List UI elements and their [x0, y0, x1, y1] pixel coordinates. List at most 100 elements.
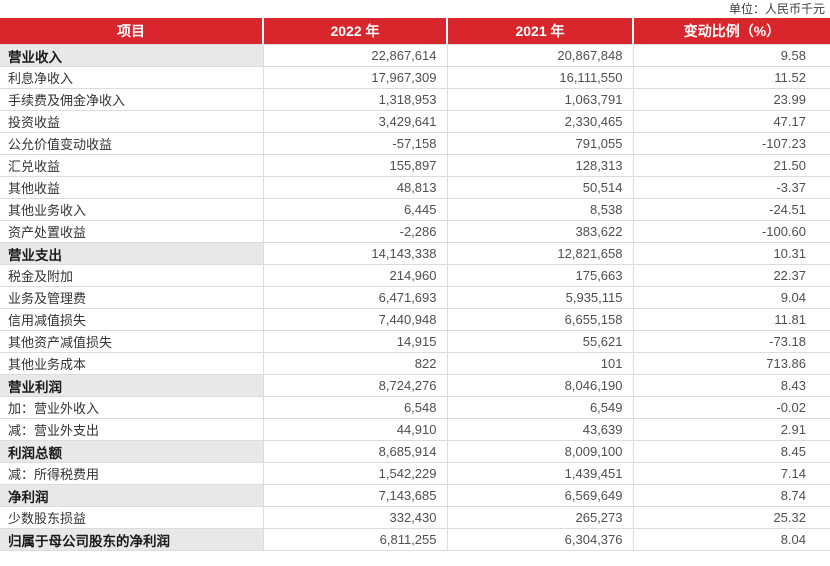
table-row: 业务及管理费 6,471,693 5,935,115 9.04: [0, 286, 830, 309]
value-2021-cell: 5,935,115: [446, 286, 633, 309]
item-cell: 少数股东损益: [0, 506, 263, 529]
item-cell: 减：营业外支出: [0, 418, 263, 441]
value-2022-cell: 48,813: [262, 176, 447, 199]
value-2021-cell: 6,569,649: [446, 484, 633, 507]
item-cell: 业务及管理费: [0, 286, 263, 309]
value-2021-cell: 6,549: [446, 396, 633, 419]
value-2021-cell: 383,622: [446, 220, 633, 243]
value-2021-cell: 128,313: [446, 154, 633, 177]
item-cell: 减：所得税费用: [0, 462, 263, 485]
value-2021-cell: 50,514: [446, 176, 633, 199]
change-cell: 10.31: [632, 242, 830, 265]
value-2021-cell: 8,046,190: [446, 374, 633, 397]
change-cell: -0.02: [632, 396, 830, 419]
table-body: 营业收入 22,867,614 20,867,848 9.58 利息净收入 17,967,…: [0, 44, 830, 551]
table-row: 少数股东损益 332,430 265,273 25.32: [0, 506, 830, 529]
value-2022-cell: 7,143,685: [262, 484, 447, 507]
value-2022-cell: 6,445: [262, 198, 447, 221]
change-cell: -24.51: [632, 198, 830, 221]
value-2021-cell: 1,439,451: [446, 462, 633, 485]
change-cell: 7.14: [632, 462, 830, 485]
value-2021-cell: 6,655,158: [446, 308, 633, 331]
item-cell: 资产处置收益: [0, 220, 263, 243]
value-2022-cell: 822: [262, 352, 447, 375]
table-row: 净利润 7,143,685 6,569,649 8.74: [0, 484, 830, 507]
item-cell: 加：营业外收入: [0, 396, 263, 419]
item-cell: 税金及附加: [0, 264, 263, 287]
column-header-item: 项目: [0, 18, 263, 45]
value-2022-cell: 6,471,693: [262, 286, 447, 309]
change-cell: 8.45: [632, 440, 830, 463]
value-2021-cell: 8,009,100: [446, 440, 633, 463]
item-cell: 公允价值变动收益: [0, 132, 263, 155]
change-cell: 11.81: [632, 308, 830, 331]
table-row: 汇兑收益 155,897 128,313 21.50: [0, 154, 830, 177]
item-cell: 利润总额: [0, 440, 263, 463]
value-2022-cell: 22,867,614: [262, 44, 447, 67]
item-cell: 营业收入: [0, 44, 263, 67]
change-cell: -73.18: [632, 330, 830, 353]
item-cell: 其他业务成本: [0, 352, 263, 375]
table-row: 手续费及佣金净收入 1,318,953 1,063,791 23.99: [0, 88, 830, 111]
column-header-2022: 2022 年: [262, 18, 447, 45]
value-2021-cell: 43,639: [446, 418, 633, 441]
change-cell: 2.91: [632, 418, 830, 441]
table-row: 投资收益 3,429,641 2,330,465 47.17: [0, 110, 830, 133]
value-2021-cell: 1,063,791: [446, 88, 633, 111]
table-row: 其他业务收入 6,445 8,538 -24.51: [0, 198, 830, 221]
table-row: 其他资产减值损失 14,915 55,621 -73.18: [0, 330, 830, 353]
value-2021-cell: 12,821,658: [446, 242, 633, 265]
change-cell: 9.04: [632, 286, 830, 309]
change-cell: 9.58: [632, 44, 830, 67]
item-cell: 其他收益: [0, 176, 263, 199]
table-row: 其他业务成本 822 101 713.86: [0, 352, 830, 375]
value-2021-cell: 175,663: [446, 264, 633, 287]
value-2021-cell: 2,330,465: [446, 110, 633, 133]
table-row: 信用减值损失 7,440,948 6,655,158 11.81: [0, 308, 830, 331]
change-cell: 8.04: [632, 528, 830, 551]
value-2022-cell: 8,685,914: [262, 440, 447, 463]
item-cell: 汇兑收益: [0, 154, 263, 177]
value-2021-cell: 101: [446, 352, 633, 375]
change-cell: 23.99: [632, 88, 830, 111]
table-row: 营业利润 8,724,276 8,046,190 8.43: [0, 374, 830, 397]
value-2022-cell: 6,548: [262, 396, 447, 419]
change-cell: 713.86: [632, 352, 830, 375]
table-row: 归属于母公司股东的净利润 6,811,255 6,304,376 8.04: [0, 528, 830, 551]
value-2022-cell: 3,429,641: [262, 110, 447, 133]
value-2022-cell: -2,286: [262, 220, 447, 243]
change-cell: 25.32: [632, 506, 830, 529]
item-cell: 其他业务收入: [0, 198, 263, 221]
item-cell: 投资收益: [0, 110, 263, 133]
table-row: 减：所得税费用 1,542,229 1,439,451 7.14: [0, 462, 830, 485]
change-cell: -100.60: [632, 220, 830, 243]
item-cell: 营业支出: [0, 242, 263, 265]
table-row: 公允价值变动收益 -57,158 791,055 -107.23: [0, 132, 830, 155]
table-header-row: 项目 2022 年 2021 年 变动比例（%）: [0, 18, 830, 45]
value-2021-cell: 6,304,376: [446, 528, 633, 551]
value-2022-cell: 6,811,255: [262, 528, 447, 551]
value-2022-cell: 17,967,309: [262, 66, 447, 89]
value-2021-cell: 55,621: [446, 330, 633, 353]
value-2021-cell: 791,055: [446, 132, 633, 155]
value-2021-cell: 16,111,550: [446, 66, 633, 89]
change-cell: 21.50: [632, 154, 830, 177]
table-row: 利息净收入 17,967,309 16,111,550 11.52: [0, 66, 830, 89]
table-row: 税金及附加 214,960 175,663 22.37: [0, 264, 830, 287]
value-2022-cell: 155,897: [262, 154, 447, 177]
column-header-2021: 2021 年: [446, 18, 633, 45]
item-cell: 利息净收入: [0, 66, 263, 89]
item-cell: 其他资产减值损失: [0, 330, 263, 353]
item-cell: 营业利润: [0, 374, 263, 397]
value-2022-cell: 14,143,338: [262, 242, 447, 265]
change-cell: 8.43: [632, 374, 830, 397]
change-cell: 11.52: [632, 66, 830, 89]
item-cell: 手续费及佣金净收入: [0, 88, 263, 111]
table-row: 资产处置收益 -2,286 383,622 -100.60: [0, 220, 830, 243]
column-header-change: 变动比例（%）: [632, 18, 830, 45]
item-cell: 归属于母公司股东的净利润: [0, 528, 263, 551]
value-2022-cell: 8,724,276: [262, 374, 447, 397]
value-2021-cell: 20,867,848: [446, 44, 633, 67]
value-2022-cell: -57,158: [262, 132, 447, 155]
